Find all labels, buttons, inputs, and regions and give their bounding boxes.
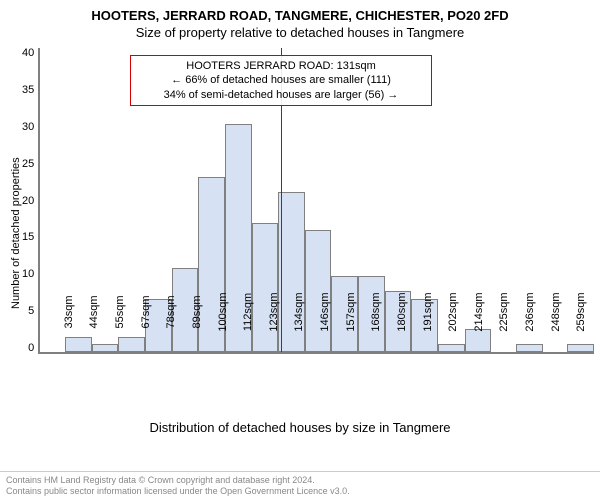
y-tick: 20 — [22, 196, 34, 207]
chart-subtitle: Size of property relative to detached ho… — [6, 25, 594, 40]
y-tick: 10 — [22, 269, 34, 280]
y-tick: 40 — [22, 48, 34, 59]
x-tick: 67sqm — [133, 310, 159, 370]
annotation-line: HOOTERS JERRARD ROAD: 131sqm — [141, 59, 421, 73]
x-tick: 44sqm — [82, 310, 108, 370]
x-tick: 100sqm — [210, 310, 236, 370]
y-tick: 15 — [22, 232, 34, 243]
footer-line: Contains public sector information licen… — [6, 486, 594, 497]
annotation-box: HOOTERS JERRARD ROAD: 131sqm ← 66% of de… — [130, 55, 432, 106]
y-tick: 25 — [22, 159, 34, 170]
x-ticks: 33sqm44sqm55sqm67sqm78sqm89sqm100sqm112s… — [56, 310, 594, 370]
y-tick: 5 — [22, 306, 34, 317]
x-tick: 180sqm — [389, 310, 415, 370]
chart-title: HOOTERS, JERRARD ROAD, TANGMERE, CHICHES… — [6, 8, 594, 23]
chart-container: HOOTERS, JERRARD ROAD, TANGMERE, CHICHES… — [0, 0, 600, 471]
x-tick: 123sqm — [261, 310, 287, 370]
x-tick: 168sqm — [364, 310, 390, 370]
y-tick: 0 — [22, 343, 34, 354]
x-tick: 191sqm — [415, 310, 441, 370]
x-tick: 89sqm — [184, 310, 210, 370]
x-tick: 202sqm — [440, 310, 466, 370]
x-tick: 157sqm — [338, 310, 364, 370]
y-tick: 35 — [22, 85, 34, 96]
annotation-line: 34% of semi-detached houses are larger (… — [141, 88, 421, 102]
footer: Contains HM Land Registry data © Crown c… — [0, 471, 600, 500]
x-tick: 33sqm — [56, 310, 82, 370]
x-tick: 214sqm — [466, 310, 492, 370]
x-tick: 55sqm — [107, 310, 133, 370]
x-tick: 259sqm — [569, 310, 595, 370]
x-tick: 78sqm — [159, 310, 185, 370]
footer-line: Contains HM Land Registry data © Crown c… — [6, 475, 594, 486]
y-tick: 30 — [22, 122, 34, 133]
x-tick: 112sqm — [235, 310, 261, 370]
annotation-line: ← 66% of detached houses are smaller (11… — [141, 73, 421, 87]
x-tick: 248sqm — [543, 310, 569, 370]
y-axis-label: Number of detached properties — [6, 48, 22, 418]
x-tick: 134sqm — [287, 310, 313, 370]
x-tick: 146sqm — [312, 310, 338, 370]
x-axis-label: Distribution of detached houses by size … — [6, 420, 594, 435]
x-tick: 225sqm — [492, 310, 518, 370]
x-tick: 236sqm — [517, 310, 543, 370]
y-ticks: 40 35 30 25 20 15 10 5 0 — [22, 48, 38, 418]
